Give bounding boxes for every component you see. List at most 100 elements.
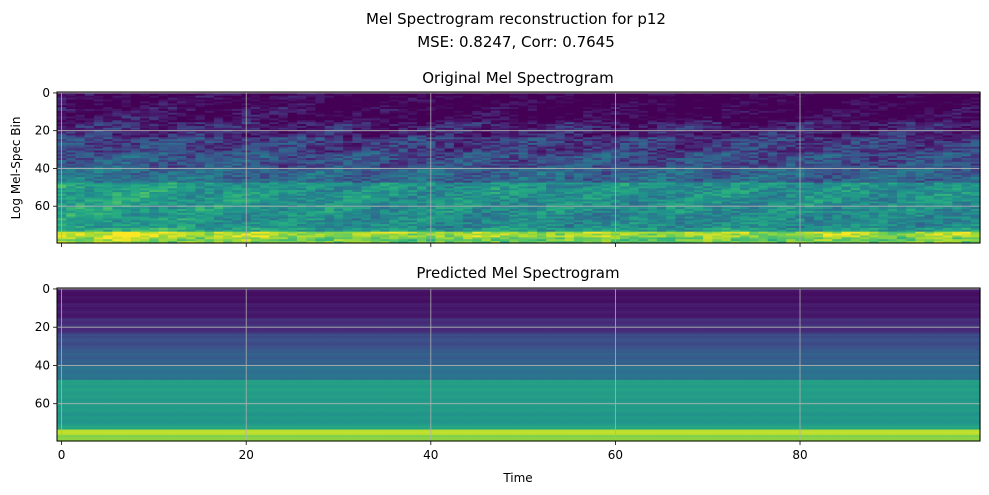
heatmap-cell — [601, 141, 612, 144]
heatmap-cell — [776, 97, 787, 101]
heatmap-cell — [121, 133, 132, 137]
heatmap-cell — [703, 184, 713, 187]
heatmap-cell — [832, 142, 843, 146]
heatmap-cell — [176, 131, 187, 135]
heatmap-cell — [721, 176, 732, 180]
heatmap-cell — [509, 148, 520, 152]
heatmap-cell — [693, 118, 704, 121]
heatmap-cell — [389, 112, 400, 116]
heatmap-cell — [315, 165, 326, 169]
heatmap-cell — [84, 146, 95, 150]
heatmap-cell — [758, 175, 769, 178]
heatmap-cell — [269, 148, 280, 152]
heatmap-cell — [684, 150, 695, 153]
heatmap-cell — [380, 101, 390, 104]
figure-title-line2: MSE: 0.8247, Corr: 0.7645 — [417, 33, 615, 51]
heatmap-cell — [933, 95, 944, 99]
heatmap-cell — [500, 141, 510, 144]
heatmap-cell — [333, 133, 344, 137]
heatmap-cell — [296, 184, 307, 187]
heatmap-cell — [296, 127, 307, 131]
heatmap-cell — [924, 152, 935, 155]
heatmap-cell — [656, 101, 667, 104]
heatmap-cell — [306, 176, 317, 180]
heatmap-cell — [324, 182, 335, 186]
heatmap-cell — [232, 118, 243, 121]
heatmap-cell — [66, 116, 77, 120]
heatmap-cell — [721, 112, 732, 116]
heatmap-cell — [693, 114, 704, 118]
heatmap-cell — [573, 116, 584, 120]
heatmap-cell — [933, 175, 944, 178]
heatmap-cell — [149, 95, 160, 99]
heatmap-cell — [453, 146, 464, 150]
heatmap-cell — [841, 105, 852, 108]
heatmap-cell — [84, 103, 95, 106]
heatmap-cell — [813, 159, 824, 163]
heatmap-cell — [315, 125, 326, 129]
heatmap-cell — [195, 158, 206, 161]
heatmap-cell — [573, 173, 584, 176]
heatmap-cell — [140, 176, 150, 180]
heatmap-cell — [158, 101, 169, 104]
heatmap-cell — [361, 180, 372, 184]
heatmap-cell — [684, 135, 695, 138]
heatmap-cell — [343, 112, 353, 116]
heatmap-cell — [463, 118, 473, 121]
heatmap-cell — [472, 114, 483, 118]
heatmap-cell — [776, 124, 787, 127]
heatmap-cell — [343, 127, 353, 131]
heatmap-cell — [555, 93, 566, 97]
heatmap-cell — [463, 163, 473, 167]
heatmap-cell — [527, 171, 538, 174]
heatmap-cell — [915, 165, 926, 169]
heatmap-cell — [352, 137, 363, 140]
heatmap-cell — [758, 156, 769, 159]
heatmap-cell — [850, 101, 861, 104]
heatmap-cell — [767, 101, 778, 104]
heatmap-cell — [490, 184, 501, 187]
heatmap-cell — [601, 99, 612, 103]
heatmap-cell — [906, 135, 916, 138]
heatmap-cell — [103, 112, 113, 116]
heatmap-cell — [500, 95, 510, 99]
heatmap-cell — [740, 124, 750, 127]
heatmap-cell — [813, 146, 824, 150]
heatmap-cell — [343, 122, 353, 125]
heatmap-cell — [684, 139, 695, 142]
heatmap-cell — [933, 150, 944, 153]
heatmap-cell — [158, 169, 169, 172]
heatmap-cell — [629, 99, 640, 103]
heatmap-cell — [749, 146, 760, 150]
heatmap-cell — [444, 124, 455, 127]
heatmap-cell — [204, 114, 215, 118]
heatmap-cell — [583, 158, 593, 161]
heatmap-cell — [453, 159, 464, 163]
heatmap-cell — [287, 159, 298, 163]
heatmap-cell — [878, 144, 889, 148]
heatmap-cell — [573, 101, 584, 104]
heatmap-cell — [832, 135, 843, 138]
heatmap-cell — [269, 120, 280, 123]
heatmap-cell — [629, 127, 640, 131]
heatmap-cell — [66, 124, 77, 127]
heatmap-cell — [167, 139, 178, 142]
heatmap-cell — [509, 159, 520, 163]
heatmap-cell — [75, 110, 86, 114]
heatmap-cell — [509, 152, 520, 155]
heatmap-cell — [546, 135, 557, 138]
heatmap-cell — [961, 165, 972, 169]
heatmap-cell — [278, 124, 289, 127]
heatmap-cell — [75, 154, 86, 157]
heatmap-cell — [647, 158, 658, 161]
heatmap-cell — [287, 105, 298, 108]
heatmap-cell — [149, 125, 160, 129]
heatmap-cell — [103, 184, 113, 187]
heatmap-cell — [832, 161, 843, 165]
heatmap-cell — [832, 144, 843, 148]
heatmap-cell — [592, 154, 603, 157]
heatmap-cell — [555, 107, 566, 110]
heatmap-cell — [740, 146, 750, 150]
heatmap-cell — [675, 152, 686, 155]
heatmap-cell — [416, 176, 427, 180]
